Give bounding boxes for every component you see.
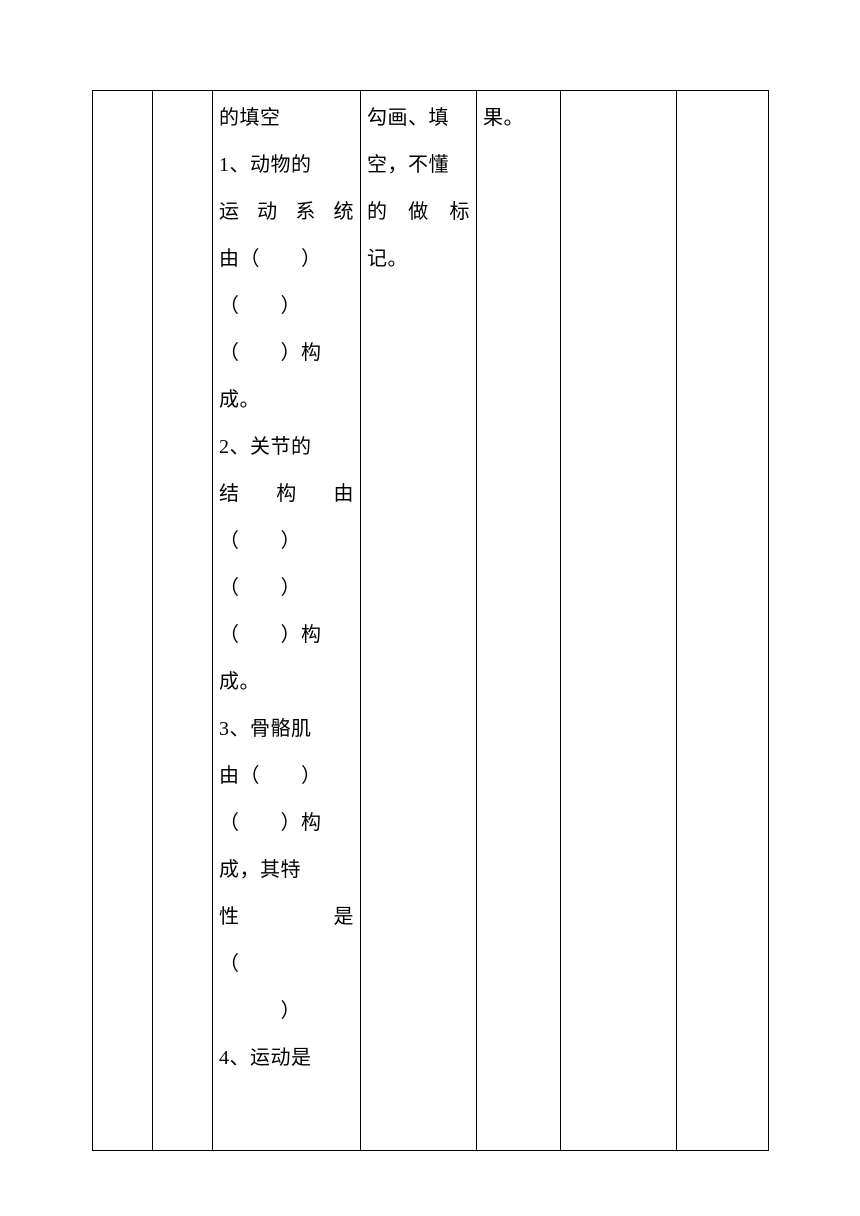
cell-1: [93, 91, 153, 1151]
c3-l12: 成。: [219, 659, 354, 706]
c4-l0: 勾画、填: [367, 95, 470, 142]
cell-1-text: [93, 91, 152, 95]
c3-l10: （ ）: [219, 565, 354, 612]
c4-l2: 的做标: [367, 189, 470, 236]
c3-l15: （ ）构: [219, 800, 354, 847]
cell-5: 果。: [477, 91, 561, 1151]
cell-2-text: [153, 91, 212, 95]
c4-l1: 空，不懂: [367, 142, 470, 189]
c3-l2: 运动系统: [219, 189, 354, 236]
c3-l1: 1、动物的: [219, 142, 354, 189]
c3-l9: （ ）: [219, 518, 354, 565]
c3-l11: （ ）构: [219, 612, 354, 659]
c3-l7: 2、关节的: [219, 424, 354, 471]
c3-l6: 成。: [219, 377, 354, 424]
cell-3-text: 的填空 1、动物的 运动系统 由（ ） （ ） （ ）构 成。 2、关节的 结构…: [213, 91, 360, 1082]
cell-3: 的填空 1、动物的 运动系统 由（ ） （ ） （ ）构 成。 2、关节的 结构…: [213, 91, 361, 1151]
c3-l20: ）: [219, 988, 354, 1035]
c3-l17: 性 是: [219, 894, 354, 941]
c3-l4: （ ）: [219, 283, 354, 330]
c3-l16: 成，其特: [219, 847, 354, 894]
cell-7: [677, 91, 769, 1151]
cell-6-text: [561, 91, 676, 95]
cell-6: [561, 91, 677, 1151]
cell-4: 勾画、填 空，不懂 的做标 记。: [361, 91, 477, 1151]
c3-l5: （ ）构: [219, 330, 354, 377]
c3-l18: （: [219, 941, 354, 988]
c3-l13: 3、骨骼肌: [219, 706, 354, 753]
c3-l14: 由（ ）: [219, 753, 354, 800]
cell-2: [153, 91, 213, 1151]
c5-l0: 果。: [483, 95, 554, 142]
c3-l3: 由（ ）: [219, 236, 354, 283]
lesson-plan-table: 的填空 1、动物的 运动系统 由（ ） （ ） （ ）构 成。 2、关节的 结构…: [92, 90, 769, 1151]
table-row: 的填空 1、动物的 运动系统 由（ ） （ ） （ ）构 成。 2、关节的 结构…: [93, 91, 769, 1151]
c3-l8: 结构由: [219, 471, 354, 518]
c3-l0: 的填空: [219, 95, 354, 142]
c4-l3: 记。: [367, 236, 470, 283]
c3-l21: 4、运动是: [219, 1035, 354, 1082]
cell-4-text: 勾画、填 空，不懂 的做标 记。: [361, 91, 476, 283]
cell-5-text: 果。: [477, 91, 560, 142]
cell-7-text: [677, 91, 768, 95]
